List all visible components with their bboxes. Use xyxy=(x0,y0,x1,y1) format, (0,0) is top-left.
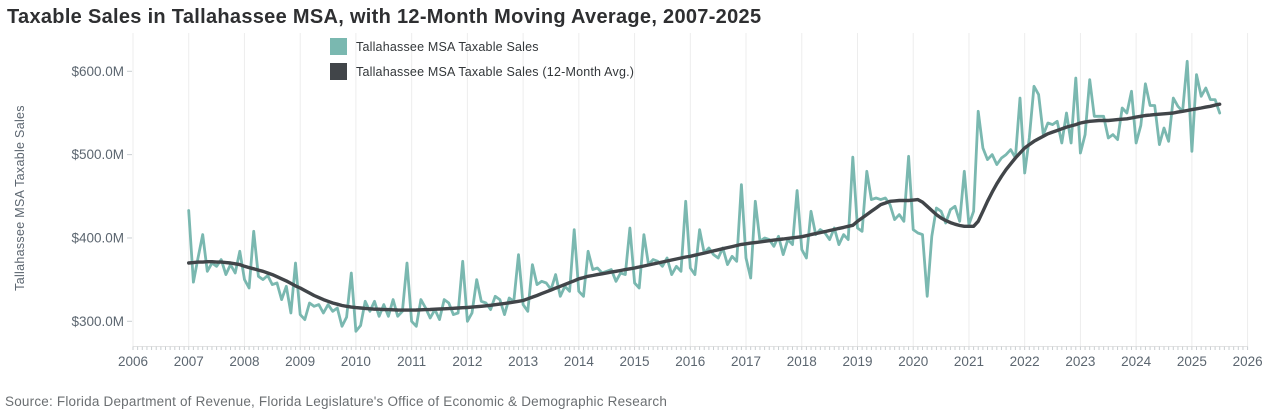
legend-label-sales: Tallahassee MSA Taxable Sales xyxy=(356,39,539,54)
x-tick-label: 2013 xyxy=(508,354,538,369)
legend-label-average: Tallahassee MSA Taxable Sales (12-Month … xyxy=(356,64,635,79)
sales-line xyxy=(187,59,1222,333)
x-tick-label: 2008 xyxy=(229,354,259,369)
sales-series-swatch xyxy=(330,38,347,55)
y-tick-label: $500.0M xyxy=(71,147,124,162)
x-tick-label: 2012 xyxy=(452,354,482,369)
x-tick-label: 2024 xyxy=(1121,354,1152,369)
x-tick-label: 2021 xyxy=(954,354,984,369)
x-tick-label: 2007 xyxy=(174,354,204,369)
y-tick-label: $300.0M xyxy=(71,314,124,329)
moving-average-line xyxy=(186,102,1222,312)
x-tick-label: 2009 xyxy=(285,354,315,369)
chart-title: Taxable Sales in Tallahassee MSA, with 1… xyxy=(7,6,762,28)
source-note: Source: Florida Department of Revenue, F… xyxy=(5,394,668,409)
y-tick-label: $400.0M xyxy=(71,230,124,245)
x-tick-label: 2010 xyxy=(341,354,371,369)
x-tick-label: 2019 xyxy=(842,354,872,369)
x-tick-label: 2017 xyxy=(731,354,761,369)
x-tick-label: 2023 xyxy=(1065,354,1095,369)
x-tick-label: 2011 xyxy=(397,354,426,369)
y-tick-label: $600.0M xyxy=(71,64,124,79)
x-tick-label: 2020 xyxy=(898,354,928,369)
legend-item-average: Tallahassee MSA Taxable Sales (12-Month … xyxy=(330,63,634,80)
x-tick-label: 2016 xyxy=(675,354,705,369)
x-tick-label: 2014 xyxy=(564,354,595,369)
x-tick-label: 2022 xyxy=(1010,354,1040,369)
x-tick-label: 2006 xyxy=(118,354,148,369)
x-tick-label: 2018 xyxy=(787,354,817,369)
legend: Tallahassee MSA Taxable Sales Tallahasse… xyxy=(330,38,634,88)
x-tick-label: 2026 xyxy=(1233,354,1263,369)
x-tick-label: 2025 xyxy=(1177,354,1207,369)
x-tick-label: 2015 xyxy=(620,354,650,369)
y-axis-title: Tallahassee MSA Taxable Sales xyxy=(13,105,27,291)
legend-item-sales: Tallahassee MSA Taxable Sales xyxy=(330,38,634,55)
avg-series-swatch xyxy=(330,63,347,80)
